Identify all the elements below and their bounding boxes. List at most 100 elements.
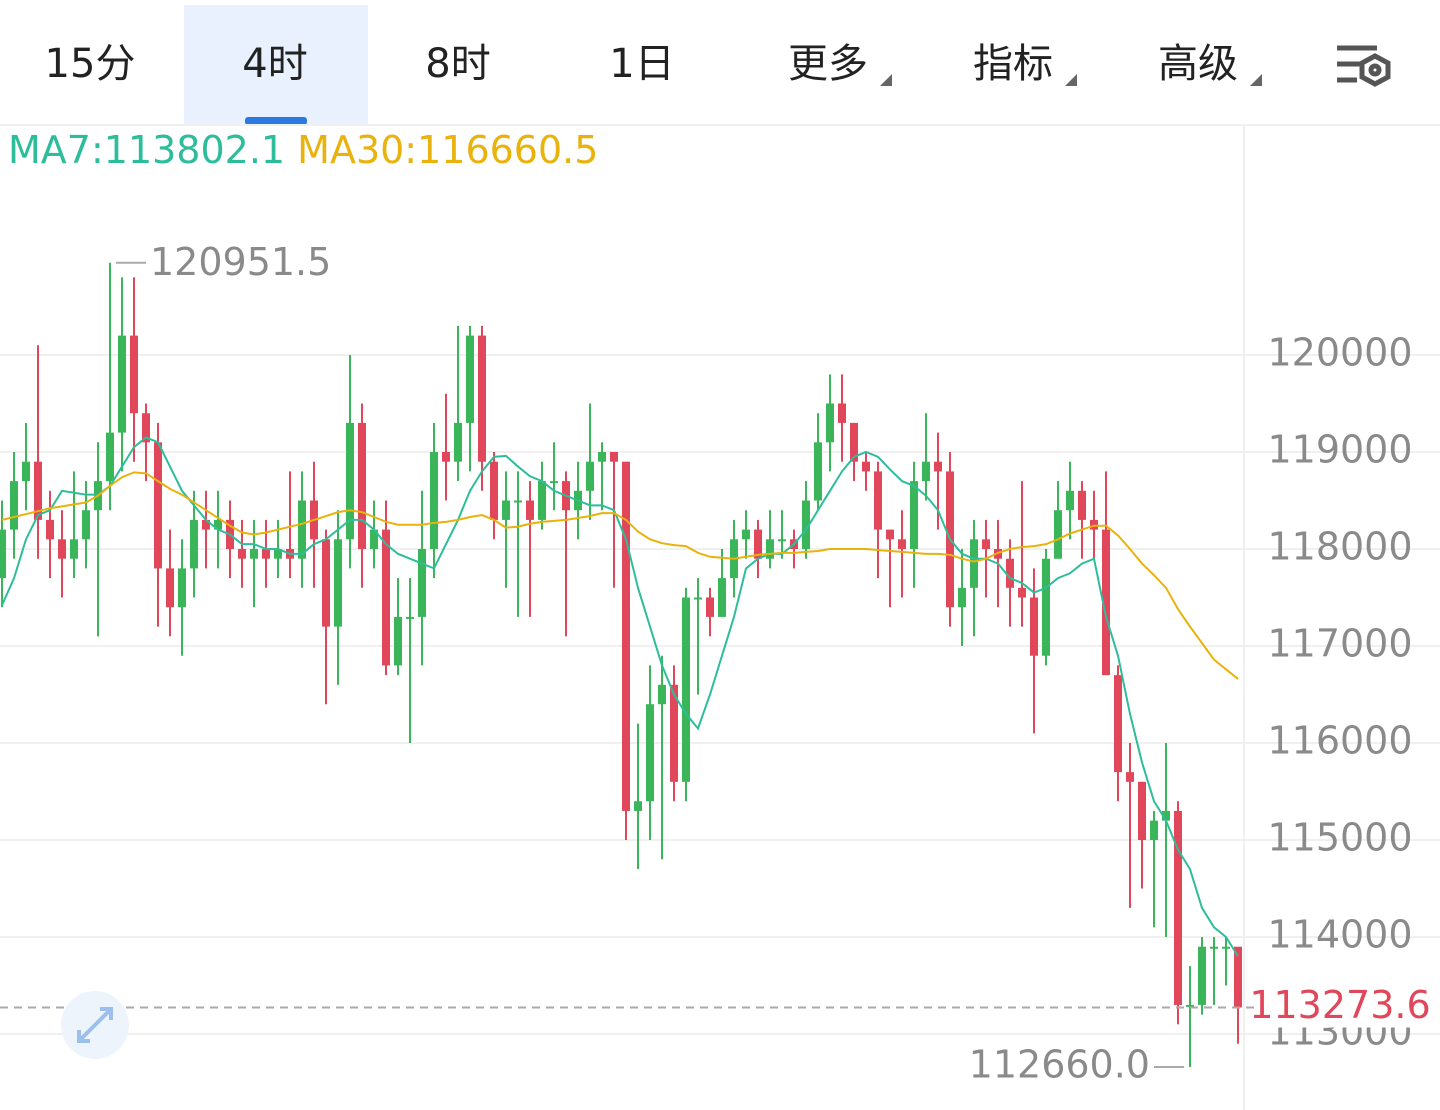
candle-body [670, 684, 678, 782]
candle-body [1150, 820, 1158, 841]
candle-body [1114, 675, 1122, 773]
candle-body [718, 578, 726, 617]
candle-body [646, 704, 654, 802]
ma-line [1, 436, 1239, 957]
y-tick-label: 115000 [1267, 816, 1412, 860]
candle-body [982, 539, 990, 550]
candle-body [682, 597, 690, 782]
candle-body [622, 461, 630, 811]
candle-body [406, 616, 414, 619]
candle-body [430, 452, 438, 550]
candle-body [970, 539, 978, 588]
candle-body [1030, 597, 1038, 656]
last-price-bg [1256, 981, 1436, 1028]
candle-body [58, 539, 66, 559]
candle-body [34, 461, 42, 520]
high-label: 120951.5 [150, 240, 331, 284]
tab[interactable]: 15分 [45, 41, 136, 87]
candle-body [46, 519, 54, 540]
candle-body [754, 529, 762, 559]
candle-body [1126, 772, 1134, 782]
candle-body [538, 481, 546, 520]
y-tick-label: 116000 [1267, 719, 1412, 763]
candle-body [778, 539, 786, 542]
candle-body [586, 461, 594, 491]
candle-body [250, 549, 258, 559]
candle-body [694, 597, 702, 600]
ma-line [1, 471, 1239, 680]
candle-body [262, 549, 270, 559]
candle-body [1054, 510, 1062, 559]
candle-body [22, 461, 30, 482]
candle-body [610, 452, 618, 462]
tab[interactable]: 8时 [425, 41, 490, 87]
last-price-label: 113273.6 [1249, 983, 1430, 1027]
candle-body [814, 442, 822, 501]
candle-body [1042, 558, 1050, 656]
candle-body [742, 529, 750, 540]
candle-body [526, 500, 534, 520]
active-tab-indicator [245, 117, 307, 125]
candle-body [466, 335, 474, 423]
candle-body [850, 422, 858, 462]
y-tick-label: 118000 [1267, 525, 1412, 569]
candle-body [862, 461, 870, 472]
candle-body [346, 422, 354, 540]
candle-body [910, 481, 918, 550]
candle-body [1198, 946, 1206, 1005]
candle-body [478, 335, 486, 462]
candle-body [214, 519, 222, 530]
legend-entry: MA7:113802.1 [8, 128, 297, 172]
y-tick-label: 114000 [1267, 913, 1412, 957]
candle-body [1186, 1004, 1194, 1007]
tab[interactable]: 1日 [609, 41, 674, 87]
settings-icon[interactable] [1337, 45, 1391, 87]
candle-body [706, 597, 714, 617]
candle-body [898, 539, 906, 550]
candle-body [874, 471, 882, 530]
tab[interactable]: 更多 [788, 41, 868, 87]
candle-body [514, 500, 522, 503]
tab[interactable]: 高级 [1158, 41, 1238, 87]
candle-body [358, 422, 366, 550]
candle-body [886, 529, 894, 540]
candle-body [118, 335, 126, 433]
candle-body [922, 461, 930, 482]
candle-body [1162, 810, 1170, 821]
ma-legend: MA7:113802.1 MA30:116660.5 [8, 128, 598, 172]
candle-body [1138, 781, 1146, 841]
candle-body [82, 510, 90, 540]
candle-body [490, 461, 498, 520]
candle-body [802, 500, 810, 550]
candle-body [142, 413, 150, 443]
candle-body [178, 568, 186, 608]
candle-body [322, 539, 330, 627]
tab[interactable]: 4时 [242, 41, 307, 87]
candle-body [958, 587, 966, 608]
candle-body [934, 461, 942, 472]
candle-body [634, 801, 642, 811]
expand-button[interactable] [61, 991, 129, 1059]
candle-body [0, 529, 6, 579]
y-tick-label: 119000 [1267, 428, 1412, 472]
candle-body [298, 500, 306, 559]
candle-body [130, 335, 138, 414]
y-tick-label: 120000 [1267, 330, 1412, 374]
low-label: 112660.0 [969, 1043, 1150, 1087]
dropdown-arrows [880, 74, 1262, 86]
candle-body [1078, 490, 1086, 520]
tab[interactable]: 指标 [973, 41, 1053, 87]
y-tick-label: 117000 [1267, 622, 1412, 666]
candle-body [394, 616, 402, 666]
candle-body [454, 422, 462, 462]
candle-body [502, 500, 510, 520]
candle-body [1066, 490, 1074, 511]
candle-body [166, 568, 174, 608]
candle-body [598, 452, 606, 462]
candle-body [370, 529, 378, 550]
candle-body [70, 539, 78, 559]
candle-body [1210, 946, 1218, 949]
candle-body [382, 529, 390, 666]
candle-body [1174, 810, 1182, 1005]
